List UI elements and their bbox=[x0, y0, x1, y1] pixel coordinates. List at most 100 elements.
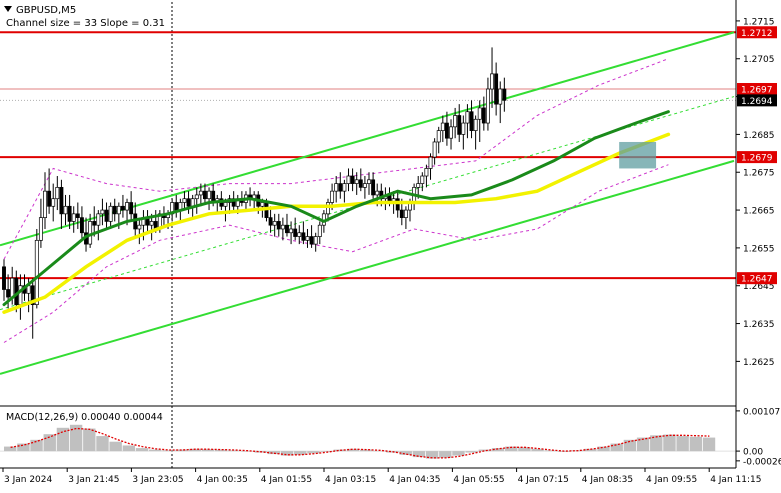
bid-price-tag bbox=[737, 83, 777, 96]
macd-histogram-bar bbox=[201, 449, 215, 452]
price-tick-label: 1.2705 bbox=[743, 55, 775, 65]
candle-body bbox=[2, 266, 6, 290]
candle-body bbox=[129, 202, 134, 215]
candle-body bbox=[137, 224, 142, 230]
candle-body bbox=[108, 205, 113, 222]
price-tick-label: 1.2645 bbox=[743, 282, 775, 292]
macd-histogram-bar bbox=[663, 434, 676, 452]
candle-body bbox=[403, 209, 408, 218]
candle-body bbox=[174, 202, 179, 211]
candle-body bbox=[203, 190, 207, 200]
macd-histogram-bar bbox=[610, 443, 623, 452]
candle-body bbox=[6, 289, 11, 298]
candle-body bbox=[330, 190, 335, 203]
candle-body bbox=[268, 217, 273, 226]
macd-histogram-bar bbox=[425, 451, 439, 459]
macd-histogram-bar bbox=[320, 451, 333, 452]
time-tick-label: 4 Jan 05:55 bbox=[453, 475, 504, 485]
macd-histogram-bar bbox=[280, 451, 294, 456]
candle-body bbox=[313, 236, 318, 245]
macd-histogram-bar bbox=[109, 441, 122, 452]
macd-histogram-bar bbox=[96, 436, 109, 452]
macd-histogram-bar bbox=[650, 435, 663, 452]
candle-body bbox=[449, 126, 453, 139]
candle-body bbox=[297, 232, 302, 237]
macd-histogram-bar bbox=[188, 448, 201, 452]
candle-body bbox=[71, 213, 76, 222]
candle-body bbox=[502, 88, 507, 101]
macd-histogram-bar bbox=[531, 448, 544, 452]
candle-body bbox=[149, 221, 154, 226]
candle-body bbox=[317, 224, 322, 237]
candle-body bbox=[436, 130, 441, 143]
macd-histogram-bar bbox=[56, 427, 70, 452]
candle-body bbox=[280, 224, 285, 230]
candle-body bbox=[67, 205, 72, 222]
candle-body bbox=[207, 190, 212, 200]
macd-label: MACD(12,26,9) 0.00040 0.00044 bbox=[6, 412, 163, 423]
macd-histogram-bar bbox=[452, 451, 465, 456]
macd-histogram-bar bbox=[83, 428, 96, 452]
candle-body bbox=[428, 156, 433, 169]
candle-body bbox=[100, 209, 105, 215]
candle-body bbox=[276, 221, 281, 230]
candle-body bbox=[223, 202, 228, 207]
candle-body bbox=[485, 88, 490, 124]
candle-body bbox=[285, 224, 289, 234]
macd-histogram-bar bbox=[17, 443, 30, 452]
macd-histogram-bar bbox=[465, 451, 478, 453]
candle-body bbox=[346, 175, 351, 184]
candle-body bbox=[420, 175, 425, 184]
candle-body bbox=[92, 221, 97, 226]
candle-body bbox=[289, 228, 294, 234]
level-price-tag bbox=[737, 272, 777, 285]
candle-body bbox=[120, 205, 125, 211]
candle-body bbox=[375, 190, 380, 196]
macd-histogram-bar bbox=[149, 449, 162, 452]
macd-histogram-bar bbox=[228, 450, 241, 452]
time-tick-label: 3 Jan 2024 bbox=[4, 475, 52, 485]
macd-histogram-bar bbox=[360, 449, 373, 452]
macd-histogram-bar bbox=[702, 437, 716, 452]
candle-body bbox=[457, 115, 462, 135]
current-price-tag-label: 1.2694 bbox=[741, 97, 773, 107]
macd-histogram-bar bbox=[294, 451, 307, 455]
candle-body bbox=[362, 183, 367, 188]
time-tick-label: 3 Jan 23:05 bbox=[132, 475, 183, 485]
macd-tick-label: -0.00026 bbox=[743, 457, 781, 467]
symbol-title: GBPUSD,M5 bbox=[16, 5, 76, 16]
macd-histogram-bar bbox=[412, 451, 426, 458]
collapse-triangle-icon[interactable] bbox=[4, 6, 12, 12]
candle-body bbox=[75, 213, 80, 218]
price-tick-label: 1.2655 bbox=[743, 244, 775, 254]
candle-body bbox=[231, 198, 236, 207]
macd-histogram-bar bbox=[373, 450, 386, 452]
candle-body bbox=[465, 111, 470, 124]
time-tick-label: 3 Jan 21:45 bbox=[68, 475, 119, 485]
time-tick-label: 4 Jan 00:35 bbox=[197, 475, 248, 485]
macd-histogram-bar bbox=[676, 436, 689, 452]
bollinger-lower-line bbox=[3, 164, 669, 343]
slow-ma-line bbox=[2, 132, 671, 314]
candle-body bbox=[481, 107, 486, 124]
current-price-tag bbox=[737, 94, 777, 107]
candle-body bbox=[186, 198, 191, 207]
time-tick-label: 4 Jan 03:15 bbox=[325, 475, 376, 485]
macd-histogram-bar bbox=[491, 448, 505, 452]
candle-body bbox=[14, 277, 19, 305]
candle-body bbox=[182, 198, 187, 203]
price-tick-label: 1.2635 bbox=[743, 320, 775, 330]
price-tick-label: 1.2715 bbox=[743, 17, 775, 27]
candle-body bbox=[125, 202, 129, 211]
macd-histogram-bar bbox=[623, 439, 637, 452]
macd-histogram-bar bbox=[214, 449, 228, 452]
candle-body bbox=[498, 88, 503, 105]
macd-histogram-bar bbox=[689, 436, 703, 452]
candle-body bbox=[305, 236, 310, 241]
bid-price-tag-label: 1.2697 bbox=[741, 86, 773, 96]
candle-body bbox=[354, 179, 359, 184]
candle-body bbox=[96, 213, 101, 226]
macd-histogram-bar bbox=[636, 437, 650, 452]
